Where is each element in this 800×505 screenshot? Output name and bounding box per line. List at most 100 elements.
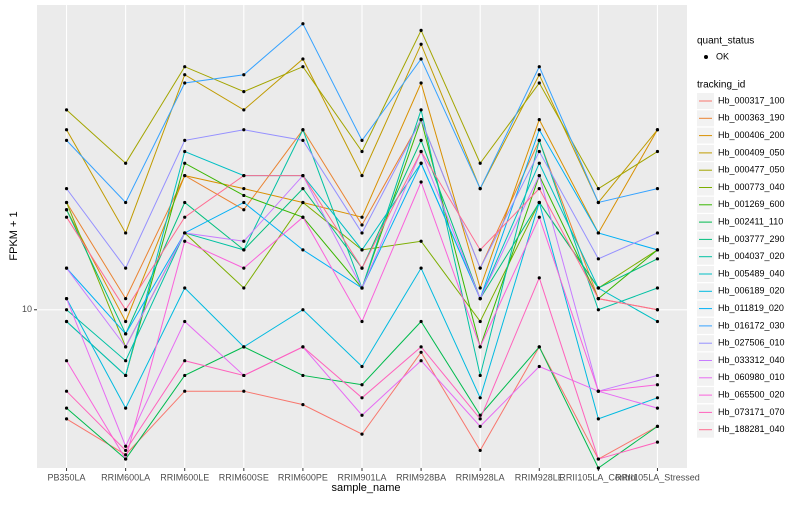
data-point <box>301 128 305 132</box>
legend-label: Hb_065500_020 <box>718 389 785 399</box>
data-point <box>64 359 69 363</box>
data-point <box>419 266 423 270</box>
data-point <box>183 239 187 243</box>
legend-label: Hb_002411_110 <box>718 216 783 226</box>
data-point <box>124 406 128 410</box>
data-point <box>64 187 69 191</box>
data-point <box>596 389 600 393</box>
data-point <box>242 173 246 178</box>
data-point <box>537 345 541 349</box>
data-point <box>360 215 364 219</box>
data-point <box>419 319 423 324</box>
data-point <box>478 417 482 421</box>
data-point <box>64 308 69 312</box>
legend-label: Hb_016172_030 <box>718 320 785 330</box>
legend-label: Hb_033312_040 <box>718 355 785 365</box>
data-point <box>478 161 482 165</box>
data-point <box>242 90 246 94</box>
data-point <box>242 108 246 112</box>
data-point <box>124 332 128 336</box>
data-point <box>124 161 128 165</box>
data-point <box>360 383 364 387</box>
data-point <box>301 403 305 407</box>
x-axis-title: sample_name <box>331 482 400 494</box>
legend-label: Hb_000317_100 <box>718 95 785 105</box>
data-point <box>124 359 128 363</box>
data-point <box>419 239 423 243</box>
y-tick-label: 10 <box>22 304 32 314</box>
data-point <box>655 308 660 312</box>
x-tick-label: RRIM901LA <box>337 472 386 482</box>
data-point <box>183 215 187 219</box>
data-point <box>64 200 69 205</box>
data-point <box>419 161 423 165</box>
data-point <box>124 319 128 324</box>
data-point <box>360 173 364 178</box>
data-point <box>478 297 482 301</box>
data-point <box>64 208 69 212</box>
data-point <box>655 383 660 387</box>
data-point <box>360 319 364 324</box>
legend-label: Hb_000363_190 <box>718 113 785 123</box>
data-point <box>242 345 246 349</box>
data-point <box>655 286 660 290</box>
data-point <box>183 65 187 69</box>
data-point <box>242 373 246 378</box>
data-point <box>242 73 246 77</box>
data-point <box>242 200 246 205</box>
data-point <box>478 266 482 270</box>
data-point <box>64 406 69 410</box>
data-point <box>655 396 660 400</box>
legend-label: Hb_000409_050 <box>718 147 785 157</box>
data-point <box>596 200 600 205</box>
data-point <box>655 424 660 428</box>
data-point <box>301 138 305 142</box>
legend-label: Hb_001269_600 <box>718 199 785 209</box>
data-point <box>596 231 600 235</box>
legend-label: Hb_004037_020 <box>718 251 785 261</box>
data-point <box>478 373 482 378</box>
x-tick-label: RRIM928LA <box>456 472 505 482</box>
data-point <box>183 373 187 378</box>
data-point <box>183 149 187 154</box>
data-point <box>360 149 364 154</box>
data-point <box>478 396 482 400</box>
data-point <box>419 350 423 354</box>
data-point <box>124 453 128 457</box>
data-point <box>360 231 364 235</box>
legend-label: Hb_006189_020 <box>718 286 785 296</box>
data-point <box>64 108 69 112</box>
data-point <box>655 231 660 235</box>
data-point <box>301 200 305 205</box>
data-point <box>183 81 187 85</box>
point-legend-key <box>704 55 708 59</box>
y-axis-title: FPKM + 1 <box>8 211 20 260</box>
point-legend-label: OK <box>716 51 729 61</box>
legend-title: tracking_id <box>697 80 745 91</box>
data-point <box>596 286 600 290</box>
legend-label: Hb_000477_050 <box>718 165 785 175</box>
data-point <box>537 73 541 77</box>
x-tick-label: RRIM600PE <box>278 472 328 482</box>
data-point <box>419 118 423 122</box>
data-point <box>537 173 541 178</box>
data-point <box>360 223 364 227</box>
data-point <box>183 319 187 324</box>
data-point <box>301 248 305 252</box>
data-point <box>360 396 364 400</box>
data-point <box>478 413 482 417</box>
data-point <box>183 286 187 290</box>
x-tick-label: RRIM600SE <box>219 472 269 482</box>
data-point <box>360 364 364 369</box>
data-point <box>183 173 187 178</box>
x-tick-label: RRIM600LA <box>101 472 150 482</box>
data-point <box>64 138 69 142</box>
data-point <box>64 266 69 270</box>
data-point <box>537 128 541 132</box>
data-point <box>64 128 69 132</box>
data-point <box>183 138 187 142</box>
data-point <box>301 308 305 312</box>
data-point <box>537 364 541 369</box>
data-point <box>478 424 482 428</box>
data-point <box>655 373 660 378</box>
